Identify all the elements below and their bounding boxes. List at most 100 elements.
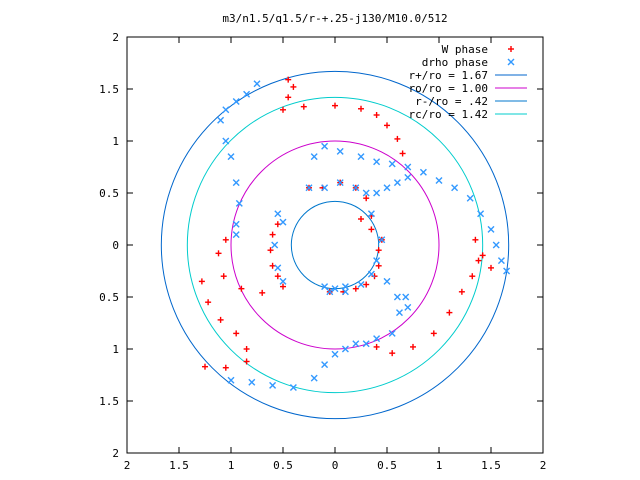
data-point-0-44 (269, 262, 276, 269)
data-point-0-17 (205, 299, 212, 306)
y-tick-label: 2 (112, 31, 119, 44)
data-point-1-58 (367, 210, 375, 218)
data-point-1-6 (227, 153, 235, 161)
circle-series-5 (186, 96, 484, 394)
data-point-1-5 (222, 137, 230, 145)
legend-label-3: ro/ro = 1.00 (409, 82, 488, 95)
data-point-1-57 (362, 189, 370, 197)
data-point-0-49 (375, 262, 382, 269)
data-point-0-2 (285, 94, 292, 101)
data-point-1-55 (336, 179, 344, 187)
data-point-1-48 (274, 210, 282, 218)
y-tick-label: 1.5 (99, 395, 119, 408)
data-point-1-32 (248, 378, 256, 386)
y-tick-label: 0 (112, 239, 119, 252)
data-point-1-36 (321, 361, 329, 369)
data-point-1-59 (378, 236, 386, 244)
data-point-0-48 (375, 247, 382, 254)
data-point-1-22 (477, 210, 485, 218)
circle-series-3 (230, 140, 440, 350)
data-point-0-31 (475, 257, 482, 264)
data-point-1-33 (269, 381, 277, 389)
data-point-1-49 (279, 218, 287, 226)
data-point-1-2 (232, 97, 240, 105)
data-point-1-43 (395, 309, 403, 317)
x-tick-label: 0.5 (273, 459, 293, 472)
data-point-0-1 (290, 83, 297, 90)
data-point-1-11 (310, 153, 318, 161)
data-point-0-51 (363, 281, 370, 288)
data-point-1-13 (336, 147, 344, 155)
data-point-0-11 (222, 236, 229, 243)
x-tick-label: 1.5 (481, 459, 501, 472)
legend-label-2: r+/ro = 1.67 (409, 69, 488, 82)
legend-marker-1 (507, 58, 515, 66)
data-point-1-50 (271, 241, 279, 249)
circle-series-4 (290, 200, 380, 290)
data-point-1-31 (227, 376, 235, 384)
data-point-1-47 (404, 303, 412, 311)
legend-marker-0 (508, 46, 514, 52)
data-point-1-8 (235, 199, 243, 207)
data-point-1-30 (404, 173, 412, 181)
data-point-0-43 (267, 247, 274, 254)
x-tick-label: 1.5 (169, 459, 189, 472)
data-point-1-0 (253, 80, 261, 88)
x-tick-label: 2 (540, 459, 547, 472)
data-point-1-63 (341, 288, 349, 296)
data-point-0-30 (469, 273, 476, 280)
data-point-0-25 (389, 350, 396, 357)
data-point-0-18 (217, 316, 224, 323)
data-point-0-21 (243, 358, 250, 365)
data-point-0-50 (371, 273, 378, 280)
data-point-1-39 (352, 340, 360, 348)
data-point-1-14 (357, 153, 365, 161)
x-tick-label: 1 (228, 459, 235, 472)
y-tick-label: 0.5 (99, 291, 119, 304)
data-point-1-60 (373, 257, 381, 265)
data-points (198, 76, 511, 391)
data-point-0-27 (430, 330, 437, 337)
x-tick-label: 0.5 (377, 459, 397, 472)
data-point-1-46 (402, 293, 410, 301)
data-point-1-7 (232, 179, 240, 187)
data-point-0-34 (488, 264, 494, 271)
x-tick-label: 2 (124, 459, 131, 472)
data-point-0-32 (472, 236, 479, 243)
y-tick-label: 1.5 (99, 83, 119, 96)
data-point-0-9 (394, 135, 401, 142)
data-point-1-10 (232, 231, 240, 239)
data-point-1-21 (466, 194, 474, 202)
data-point-1-42 (388, 329, 396, 337)
legend-label-5: rc/ro = 1.42 (409, 108, 488, 121)
data-point-0-28 (446, 309, 453, 316)
data-point-0-13 (220, 273, 227, 280)
data-point-1-18 (419, 168, 427, 176)
data-point-1-44 (383, 277, 391, 285)
data-point-1-17 (404, 163, 412, 171)
data-point-0-45 (274, 273, 281, 280)
data-point-1-61 (367, 270, 375, 278)
data-point-1-15 (373, 158, 381, 166)
data-point-1-66 (331, 285, 339, 293)
data-point-1-1 (243, 90, 251, 98)
data-point-0-26 (410, 343, 416, 350)
data-point-1-26 (503, 267, 511, 275)
x-tick-label: 1 (436, 459, 443, 472)
legend-label-0: W phase (442, 43, 488, 56)
data-point-0-7 (373, 112, 380, 118)
data-point-1-4 (217, 116, 225, 124)
data-point-1-20 (451, 184, 459, 192)
data-point-1-16 (388, 160, 396, 168)
data-point-1-51 (274, 264, 282, 272)
data-point-1-56 (352, 184, 360, 192)
data-point-1-12 (321, 142, 329, 150)
data-point-0-33 (479, 252, 486, 259)
data-point-0-56 (368, 226, 375, 233)
data-point-0-10 (399, 150, 406, 157)
data-point-0-39 (363, 195, 370, 202)
data-point-0-16 (198, 278, 205, 285)
x-tick-label: 0 (332, 459, 339, 472)
data-point-0-4 (300, 103, 307, 110)
data-point-0-14 (238, 285, 245, 292)
